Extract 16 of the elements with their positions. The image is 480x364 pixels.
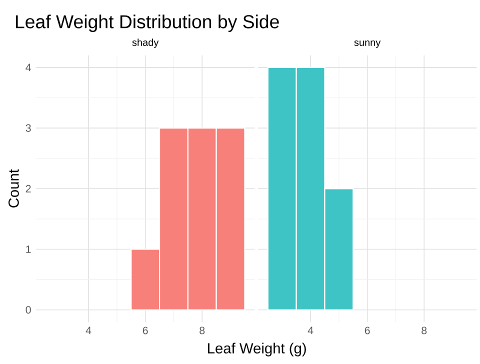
chart-subtitle: sunny: [354, 40, 381, 48]
x-axis-title: Leaf Weight (g): [208, 342, 306, 356]
y-tick-label: 4: [26, 64, 31, 72]
x-tick-label: 8: [200, 326, 205, 334]
y-tick-label: 2: [26, 184, 31, 192]
y-tick-label: 3: [26, 124, 31, 132]
x-tick-label: 8: [422, 326, 427, 334]
y-tick-label: 1: [26, 246, 31, 253]
x-tick-label: 6: [142, 326, 148, 334]
y-axis-title: Count: [8, 169, 19, 208]
chart-title: Leaf Weight Distribution by Side: [16, 14, 279, 32]
x-tick-label: 4: [308, 326, 314, 334]
y-tick-label: 0: [26, 306, 31, 314]
x-tick-label: 4: [86, 326, 92, 334]
x-tick-label: 6: [364, 326, 370, 334]
chart-subtitle: shady: [132, 38, 159, 48]
